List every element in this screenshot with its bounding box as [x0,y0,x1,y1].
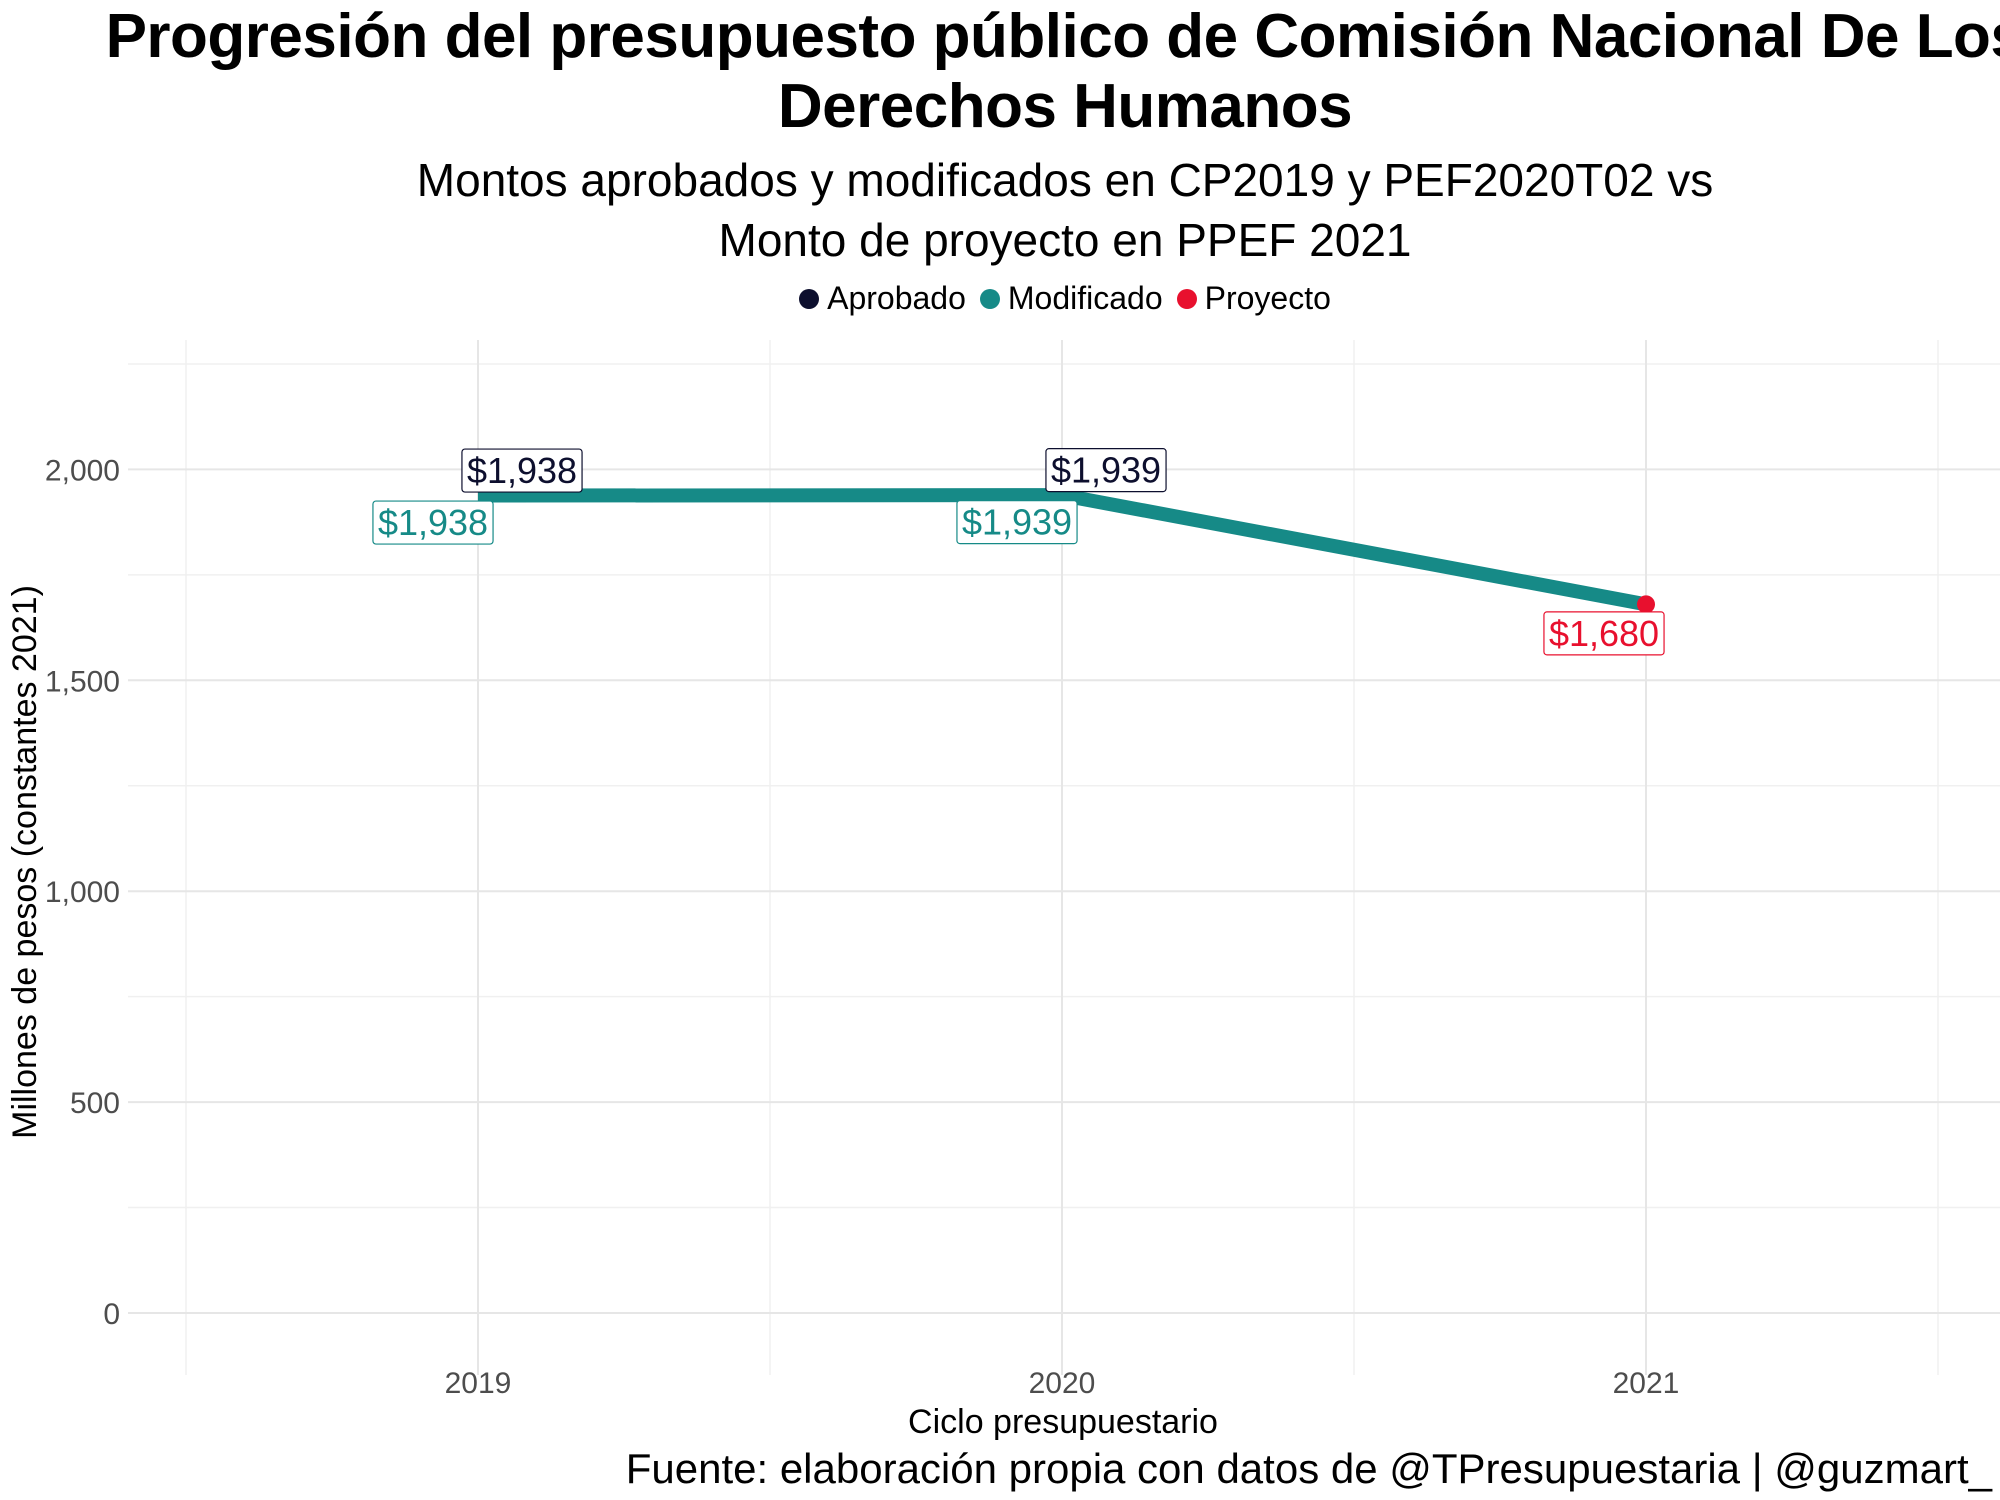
x-tick-label: 2020 [1029,1367,1096,1400]
modificado-label-text: $1,938 [378,502,488,543]
proyecto-label: $1,680 [1543,611,1665,656]
modificado-label: $1,939 [956,500,1078,545]
legend: Aprobado Modificado Proyecto [0,280,2000,317]
legend-item-proyecto: Proyecto [1176,280,1331,317]
y-tick-label: 2,000 [45,454,120,487]
y-tick-label: 0 [103,1298,120,1331]
series-points [1637,595,1655,614]
chart-subtitle-line-1: Montos aprobados y modificados en CP2019… [416,154,1714,206]
aprobado-label: $1,938 [461,448,583,493]
x-tick-label: 2019 [445,1367,512,1400]
y-axis-ticks: 0 500 1,000 1,500 2,000 [45,454,120,1331]
chart-subtitle: Montos aprobados y modificados en CP2019… [0,150,2000,270]
source-caption: Fuente: elaboración propia con datos de … [625,1445,1992,1492]
modificado-label-text: $1,939 [962,502,1072,543]
proyecto-point [1637,595,1655,614]
aprobado-label-box [461,448,583,493]
aprobado-label-box [1045,448,1167,493]
legend-item-aprobado: Aprobado [799,280,966,317]
modificado-label-box [956,500,1078,545]
legend-key-proyecto [1176,288,1197,309]
proyecto-label-box [1543,611,1665,656]
chart-title: Progresión del presupuesto público de Co… [0,2,2000,142]
modificado-line [477,488,1648,612]
y-tick-label: 1,000 [45,876,120,909]
y-tick-label: 1,500 [45,665,120,698]
grid-minor [128,340,2000,1375]
chart-title-line-2: Derechos Humanos [777,72,1353,141]
aprobado-label-text: $1,938 [467,450,577,491]
legend-key-modificado [979,288,1000,309]
series-lines [477,488,1648,612]
legend-label-modificado: Modificado [1007,280,1163,316]
x-axis-title: Ciclo presupuestario [908,1403,1218,1441]
data-labels: $1,938 $1,939 $1,938 $1,939 $1,680 [372,448,1665,656]
legend-key-aprobado [799,288,820,309]
chart-subtitle-line-2: Monto de proyecto en PPEF 2021 [718,214,1412,266]
x-axis-ticks: 2019 2020 2021 [445,1367,1680,1400]
aprobado-label: $1,939 [1045,448,1167,493]
y-axis-title: Millones de pesos (constantes 2021) [6,585,44,1139]
y-tick-label: 500 [70,1087,120,1120]
legend-label-proyecto: Proyecto [1204,280,1331,316]
modificado-label: $1,938 [372,500,494,545]
x-tick-label: 2021 [1613,1367,1680,1400]
legend-label-aprobado: Aprobado [827,280,966,316]
modificado-label-box [372,500,494,545]
proyecto-label-text: $1,680 [1549,613,1659,654]
legend-item-modificado: Modificado [979,280,1163,317]
chart-title-line-1: Progresión del presupuesto público de Co… [105,2,2000,71]
aprobado-label-text: $1,939 [1051,450,1161,491]
